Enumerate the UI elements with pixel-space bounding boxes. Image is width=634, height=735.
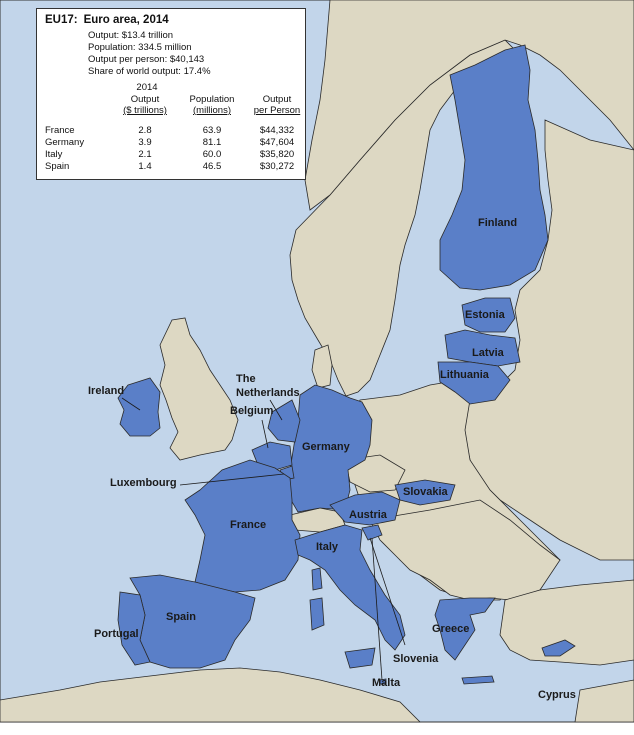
cell-output-germany: 3.9 [138, 137, 152, 148]
cell-population-italy: 60.0 [202, 149, 222, 160]
lithuania-shape [437, 361, 511, 405]
label-france: France [230, 519, 266, 531]
label-greece: Greece [432, 623, 469, 635]
label-slovenia: Slovenia [393, 653, 439, 665]
slovenia-shape [361, 524, 383, 541]
greece-shape [434, 597, 496, 661]
czech-land [344, 454, 406, 493]
label-luxembourg: Luxembourg [110, 477, 177, 489]
label-malta: Malta [372, 677, 401, 689]
row-country-france: France [45, 125, 75, 136]
row-country-italy: Italy [45, 149, 63, 160]
cell-per-person-italy: $35,820 [259, 149, 295, 160]
row-country-spain: Spain [45, 161, 70, 172]
label-lithuania: Lithuania [440, 369, 490, 381]
sardinia-shape [309, 597, 325, 631]
sicily-shape [344, 647, 376, 669]
col-header-per-person: Output per Person [245, 94, 309, 116]
label-netherlands: Netherlands [236, 387, 300, 399]
cell-output-france: 2.8 [138, 125, 152, 136]
denmark-land [311, 344, 333, 389]
leader-lines [121, 397, 406, 681]
crete-shape [461, 675, 495, 685]
finland-shape [439, 44, 549, 291]
label-portugal: Portugal [94, 628, 139, 640]
malta-shape [379, 678, 387, 685]
corsica-shape [311, 567, 323, 591]
info-title: EU17: Euro area, 2014 [45, 14, 169, 26]
label-finland: Finland [478, 217, 517, 229]
label-the: The [236, 373, 256, 385]
info-line-share: Share of world output: 17.4% [88, 66, 211, 77]
ireland-shape [117, 377, 161, 437]
estonia-shape [461, 297, 516, 333]
label-ireland: Ireland [88, 385, 124, 397]
label-germany: Germany [302, 441, 351, 453]
france-shape [184, 459, 301, 593]
label-latvia: Latvia [472, 347, 505, 359]
cell-output-spain: 1.4 [138, 161, 152, 172]
slovakia-shape [394, 479, 456, 506]
col-header-population-line2: (millions) [193, 105, 231, 116]
great-britain-land [159, 317, 239, 461]
col-header-population-line1: Population [189, 94, 235, 105]
middle-east-land [574, 679, 634, 723]
info-line-output: Output: $13.4 trillion [88, 30, 174, 41]
cell-population-spain: 46.5 [202, 161, 222, 172]
euro-area-info-box: EU17: Euro area, 2014 Output: $13.4 trill… [36, 8, 306, 180]
col-header-output-line1: Output [130, 94, 160, 105]
label-estonia: Estonia [465, 309, 506, 321]
cell-population-germany: 81.1 [202, 137, 222, 148]
label-belgium: Belgium [230, 405, 274, 417]
cell-per-person-spain: $30,272 [259, 161, 295, 172]
cyprus-shape [541, 639, 576, 657]
label-cyprus: Cyprus [538, 689, 576, 701]
col-header-population: Population (millions) [180, 94, 244, 116]
col-header-output-line2: ($ trillions) [123, 105, 167, 116]
col-header-per-person-line1: Output [262, 94, 292, 105]
latvia-shape [444, 329, 521, 367]
label-austria: Austria [349, 509, 388, 521]
portugal-shape [117, 591, 151, 666]
cell-per-person-france: $44,332 [259, 125, 295, 136]
austria-shape [329, 491, 401, 526]
info-code: EU17: [45, 14, 78, 26]
cell-population-france: 63.9 [202, 125, 222, 136]
lapland-land [304, 0, 634, 211]
year-label: 2014 [136, 82, 158, 93]
label-italy: Italy [316, 541, 339, 553]
turkey-land [499, 579, 634, 666]
info-heading: Euro area, 2014 [83, 14, 169, 26]
info-line-population: Population: 334.5 million [88, 42, 192, 53]
info-line-output-per-person: Output per person: $40,143 [88, 54, 205, 65]
cell-per-person-germany: $47,604 [259, 137, 295, 148]
label-spain: Spain [166, 611, 196, 623]
col-header-per-person-line2: per Person [253, 105, 301, 116]
label-slovakia: Slovakia [403, 486, 449, 498]
germany-shape [287, 384, 373, 513]
col-header-output: Output ($ trillions) [113, 94, 177, 116]
north-africa-land [0, 667, 421, 723]
cell-output-italy: 2.1 [138, 149, 152, 160]
row-country-germany: Germany [45, 137, 85, 148]
